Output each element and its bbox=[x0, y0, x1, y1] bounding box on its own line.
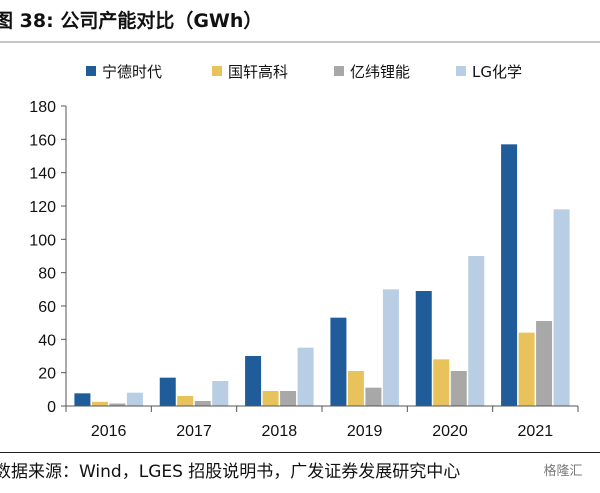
bar-LG化学-2017 bbox=[212, 381, 229, 406]
legend: 宁德时代 国轩高科 亿纬锂能 LG化学 bbox=[86, 63, 522, 81]
bar-LG化学-2021 bbox=[553, 209, 570, 406]
legend-swatch bbox=[86, 66, 96, 76]
x-tick-label: 2017 bbox=[176, 423, 212, 440]
bar-亿纬锂能-2016 bbox=[109, 403, 126, 406]
x-tick-label: 2020 bbox=[432, 423, 468, 440]
bar-亿纬锂能-2018 bbox=[280, 391, 297, 406]
x-tick-label: 2018 bbox=[262, 423, 298, 440]
x-tick-label: 2016 bbox=[91, 423, 127, 440]
figure-number: 38: bbox=[19, 10, 54, 32]
y-tick-label: 180 bbox=[29, 99, 56, 116]
bar-LG化学-2016 bbox=[126, 392, 143, 406]
bar-国轩高科-2019 bbox=[347, 371, 364, 406]
bar-宁德时代-2016 bbox=[74, 393, 91, 406]
bars bbox=[74, 144, 570, 407]
bar-亿纬锂能-2021 bbox=[536, 321, 553, 406]
title-divider bbox=[0, 41, 600, 43]
bar-国轩高科-2017 bbox=[177, 396, 194, 406]
y-tick-label: 40 bbox=[38, 332, 56, 349]
bar-国轩高科-2020 bbox=[433, 359, 450, 406]
source-divider bbox=[0, 452, 600, 453]
bar-宁德时代-2019 bbox=[330, 317, 347, 406]
bar-宁德时代-2020 bbox=[415, 291, 432, 406]
legend-label: 亿纬锂能 bbox=[350, 63, 410, 81]
legend-swatch bbox=[456, 66, 466, 76]
bar-国轩高科-2016 bbox=[91, 401, 108, 406]
bar-LG化学-2020 bbox=[468, 256, 485, 406]
bar-宁德时代-2021 bbox=[501, 144, 518, 407]
y-tick-label: 20 bbox=[38, 366, 56, 383]
figure-prefix: 图 bbox=[0, 10, 14, 32]
legend-label: LG化学 bbox=[472, 63, 522, 81]
bar-亿纬锂能-2017 bbox=[194, 401, 211, 406]
x-tick-label: 2019 bbox=[347, 423, 383, 440]
y-tick-label: 80 bbox=[38, 266, 56, 283]
x-axis: 2016 2017 2018 2019 2020 2021 bbox=[65, 405, 579, 440]
bar-LG化学-2018 bbox=[297, 347, 314, 406]
bar-宁德时代-2017 bbox=[159, 377, 176, 406]
source-note: 数据来源：Wind，LGES 招股说明书，广发证券发展研究中心 bbox=[0, 462, 461, 482]
bar-LG化学-2019 bbox=[382, 289, 399, 406]
legend-swatch bbox=[212, 66, 222, 76]
y-tick-label: 60 bbox=[38, 299, 56, 316]
y-tick-label: 140 bbox=[29, 166, 56, 183]
watermark-logo: 格隆汇 bbox=[527, 459, 599, 485]
legend-label: 国轩高科 bbox=[228, 63, 288, 81]
legend-swatch bbox=[334, 66, 344, 76]
y-tick-label: 160 bbox=[29, 132, 56, 149]
bar-国轩高科-2018 bbox=[262, 391, 279, 406]
y-axis: 0 20 40 60 80 100 120 140 160 180 bbox=[29, 99, 67, 416]
figure-title: 图 38: 公司产能对比（GWh） bbox=[0, 6, 262, 36]
x-tick-label: 2021 bbox=[518, 423, 554, 440]
bar-宁德时代-2018 bbox=[245, 356, 262, 406]
bar-亿纬锂能-2020 bbox=[450, 371, 467, 406]
y-tick-label: 120 bbox=[29, 199, 56, 216]
bar-亿纬锂能-2019 bbox=[365, 387, 382, 406]
figure-title-text: 公司产能对比（GWh） bbox=[60, 10, 263, 32]
bar-国轩高科-2021 bbox=[518, 332, 535, 406]
legend-label: 宁德时代 bbox=[102, 63, 162, 81]
y-tick-label: 100 bbox=[29, 232, 56, 249]
y-tick-label: 0 bbox=[47, 399, 56, 416]
